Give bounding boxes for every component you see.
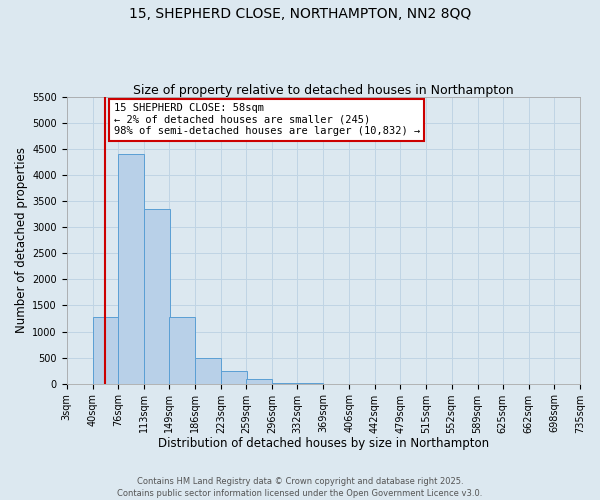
Bar xyxy=(118,154,143,384)
X-axis label: Distribution of detached houses by size in Northampton: Distribution of detached houses by size … xyxy=(158,437,489,450)
Bar xyxy=(195,358,221,384)
Title: Size of property relative to detached houses in Northampton: Size of property relative to detached ho… xyxy=(133,84,514,97)
Y-axis label: Number of detached properties: Number of detached properties xyxy=(15,148,28,334)
Bar xyxy=(93,318,118,384)
Bar xyxy=(169,317,195,384)
Text: Contains HM Land Registry data © Crown copyright and database right 2025.
Contai: Contains HM Land Registry data © Crown c… xyxy=(118,476,482,498)
Bar xyxy=(272,382,298,384)
Text: 15, SHEPHERD CLOSE, NORTHAMPTON, NN2 8QQ: 15, SHEPHERD CLOSE, NORTHAMPTON, NN2 8QQ xyxy=(129,8,471,22)
Bar xyxy=(221,371,247,384)
Bar xyxy=(144,209,170,384)
Bar xyxy=(247,380,272,384)
Text: 15 SHEPHERD CLOSE: 58sqm
← 2% of detached houses are smaller (245)
98% of semi-d: 15 SHEPHERD CLOSE: 58sqm ← 2% of detache… xyxy=(113,104,420,136)
